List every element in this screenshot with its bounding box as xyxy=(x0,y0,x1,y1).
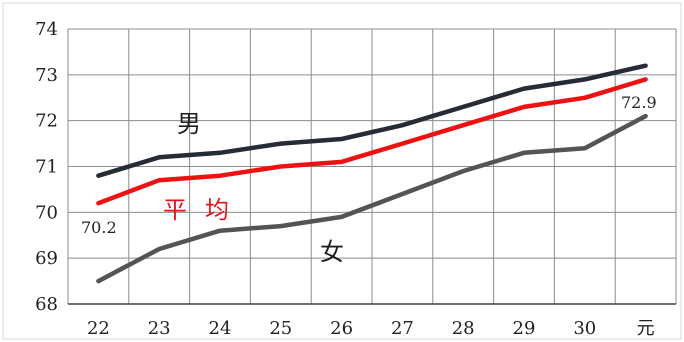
x-tick-label: 28 xyxy=(452,318,475,339)
series-line xyxy=(96,113,648,284)
x-tick-label: 27 xyxy=(391,318,414,339)
x-tick-label: 26 xyxy=(330,318,353,339)
annotations: 男 平均 女 70.2 72.9 xyxy=(81,93,657,266)
x-tick-label: 29 xyxy=(513,318,536,339)
y-tick-label: 68 xyxy=(35,294,58,315)
end-value-label: 72.9 xyxy=(621,93,657,112)
y-tick-label: 73 xyxy=(35,65,58,86)
series-line xyxy=(96,63,648,178)
start-value-label: 70.2 xyxy=(81,218,117,237)
y-tick-label: 74 xyxy=(35,19,58,40)
y-tick-label: 72 xyxy=(35,111,58,132)
y-tick-label: 69 xyxy=(35,248,58,269)
tick-labels: 68 69 70 71 72 73 74 22 23 24 25 26 27 28 29 30 元 xyxy=(35,19,655,339)
x-tick-label: 30 xyxy=(573,318,596,339)
x-tick-label: 24 xyxy=(209,318,232,339)
y-tick-label: 71 xyxy=(35,157,58,178)
male-series-label: 男 xyxy=(177,110,201,138)
average-series-label: 平均 xyxy=(163,196,247,224)
x-tick-label: 元 xyxy=(637,318,655,339)
x-tick-label: 25 xyxy=(269,318,292,339)
series-lines xyxy=(96,63,648,284)
series-line xyxy=(96,77,648,206)
female-series-label: 女 xyxy=(320,238,344,266)
x-tick-label: 23 xyxy=(148,318,171,339)
grid xyxy=(67,28,677,304)
x-tick-label: 22 xyxy=(87,318,110,339)
y-tick-label: 70 xyxy=(35,202,58,223)
